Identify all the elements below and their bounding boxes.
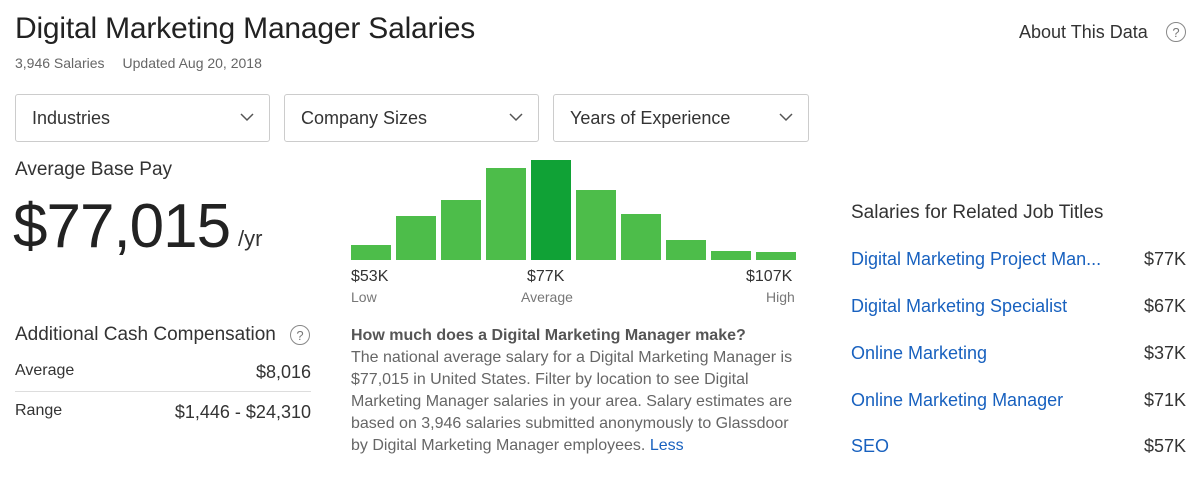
- related-title-pay: $57K: [1143, 436, 1186, 456]
- related-title-link[interactable]: Digital Marketing Specialist: [851, 296, 1068, 316]
- related-title-link[interactable]: Digital Marketing Project Man...: [851, 249, 1102, 269]
- row-label: Average: [15, 362, 75, 379]
- chevron-down-icon: [779, 113, 793, 122]
- updated-date: Updated Aug 20, 2018: [122, 55, 262, 71]
- related-title-item: Online Marketing Manager $71K: [851, 390, 1186, 411]
- related-title-pay: $67K: [1143, 296, 1186, 316]
- about-this-data-link[interactable]: About This Data: [1019, 22, 1148, 42]
- years-of-experience-dropdown-label: Years of Experience: [570, 107, 731, 128]
- help-icon[interactable]: ?: [290, 325, 310, 345]
- page-title: Digital Marketing Manager Salaries: [15, 12, 476, 45]
- histogram-low-label: Low: [351, 289, 377, 305]
- salary-count: 3,946 Salaries: [15, 55, 105, 71]
- additional-cash-label: Additional Cash Compensation: [15, 324, 276, 345]
- histogram-bar: [756, 252, 796, 260]
- salary-histogram: [351, 160, 796, 260]
- related-title-pay: $71K: [1143, 390, 1186, 410]
- histogram-bar: [441, 200, 481, 260]
- histogram-high-value: $107K: [746, 268, 793, 285]
- related-title-item: Digital Marketing Specialist $67K: [851, 296, 1186, 317]
- histogram-bar: [666, 240, 706, 260]
- related-title-pay: $37K: [1143, 343, 1186, 363]
- years-of-experience-dropdown[interactable]: Years of Experience: [553, 94, 809, 142]
- industries-dropdown[interactable]: Industries: [15, 94, 270, 142]
- related-title-link[interactable]: Online Marketing: [851, 343, 988, 363]
- additional-cash-range-row: Range $1,446 - $24,310: [15, 402, 311, 423]
- related-title-item: Online Marketing $37K: [851, 343, 1186, 364]
- histogram-bar: [396, 216, 436, 260]
- related-title-pay: $77K: [1143, 249, 1186, 269]
- histogram-bar: [531, 160, 571, 260]
- row-value: $1,446 - $24,310: [174, 402, 311, 422]
- histogram-bar: [576, 190, 616, 260]
- pay-unit: /yr: [238, 226, 263, 251]
- company-sizes-dropdown-label: Company Sizes: [301, 107, 428, 128]
- histogram-bar: [711, 251, 751, 260]
- related-title-item: Digital Marketing Project Man... $77K: [851, 249, 1186, 270]
- related-titles-heading: Salaries for Related Job Titles: [851, 202, 1104, 223]
- help-icon[interactable]: ?: [1166, 22, 1186, 42]
- related-title-link[interactable]: SEO: [851, 436, 890, 456]
- additional-cash-average-row: Average $8,016: [15, 362, 311, 392]
- industries-dropdown-label: Industries: [32, 107, 111, 128]
- related-title-link[interactable]: Online Marketing Manager: [851, 390, 1064, 410]
- histogram-high-label: High: [766, 289, 795, 305]
- histogram-average-label: Average: [521, 289, 573, 305]
- chevron-down-icon: [240, 113, 254, 122]
- related-title-item: SEO $57K: [851, 436, 1186, 457]
- description-question: How much does a Digital Marketing Manage…: [351, 327, 746, 344]
- description-body: The national average salary for a Digita…: [351, 349, 793, 454]
- histogram-average-value: $77K: [527, 268, 565, 285]
- row-label: Range: [15, 402, 63, 419]
- histogram-low-value: $53K: [351, 268, 389, 285]
- histogram-bar: [621, 214, 661, 260]
- histogram-bar: [486, 168, 526, 260]
- histogram-bar: [351, 245, 391, 260]
- less-link[interactable]: Less: [649, 437, 684, 454]
- salary-meta: 3,946 Salaries Updated Aug 20, 2018: [15, 55, 262, 71]
- average-base-pay-label: Average Base Pay: [15, 159, 173, 180]
- company-sizes-dropdown[interactable]: Company Sizes: [284, 94, 539, 142]
- row-value: $8,016: [255, 362, 311, 382]
- chevron-down-icon: [509, 113, 523, 122]
- average-base-pay-value: $77,015: [13, 192, 231, 261]
- salary-description: How much does a Digital Marketing Manage…: [351, 325, 796, 457]
